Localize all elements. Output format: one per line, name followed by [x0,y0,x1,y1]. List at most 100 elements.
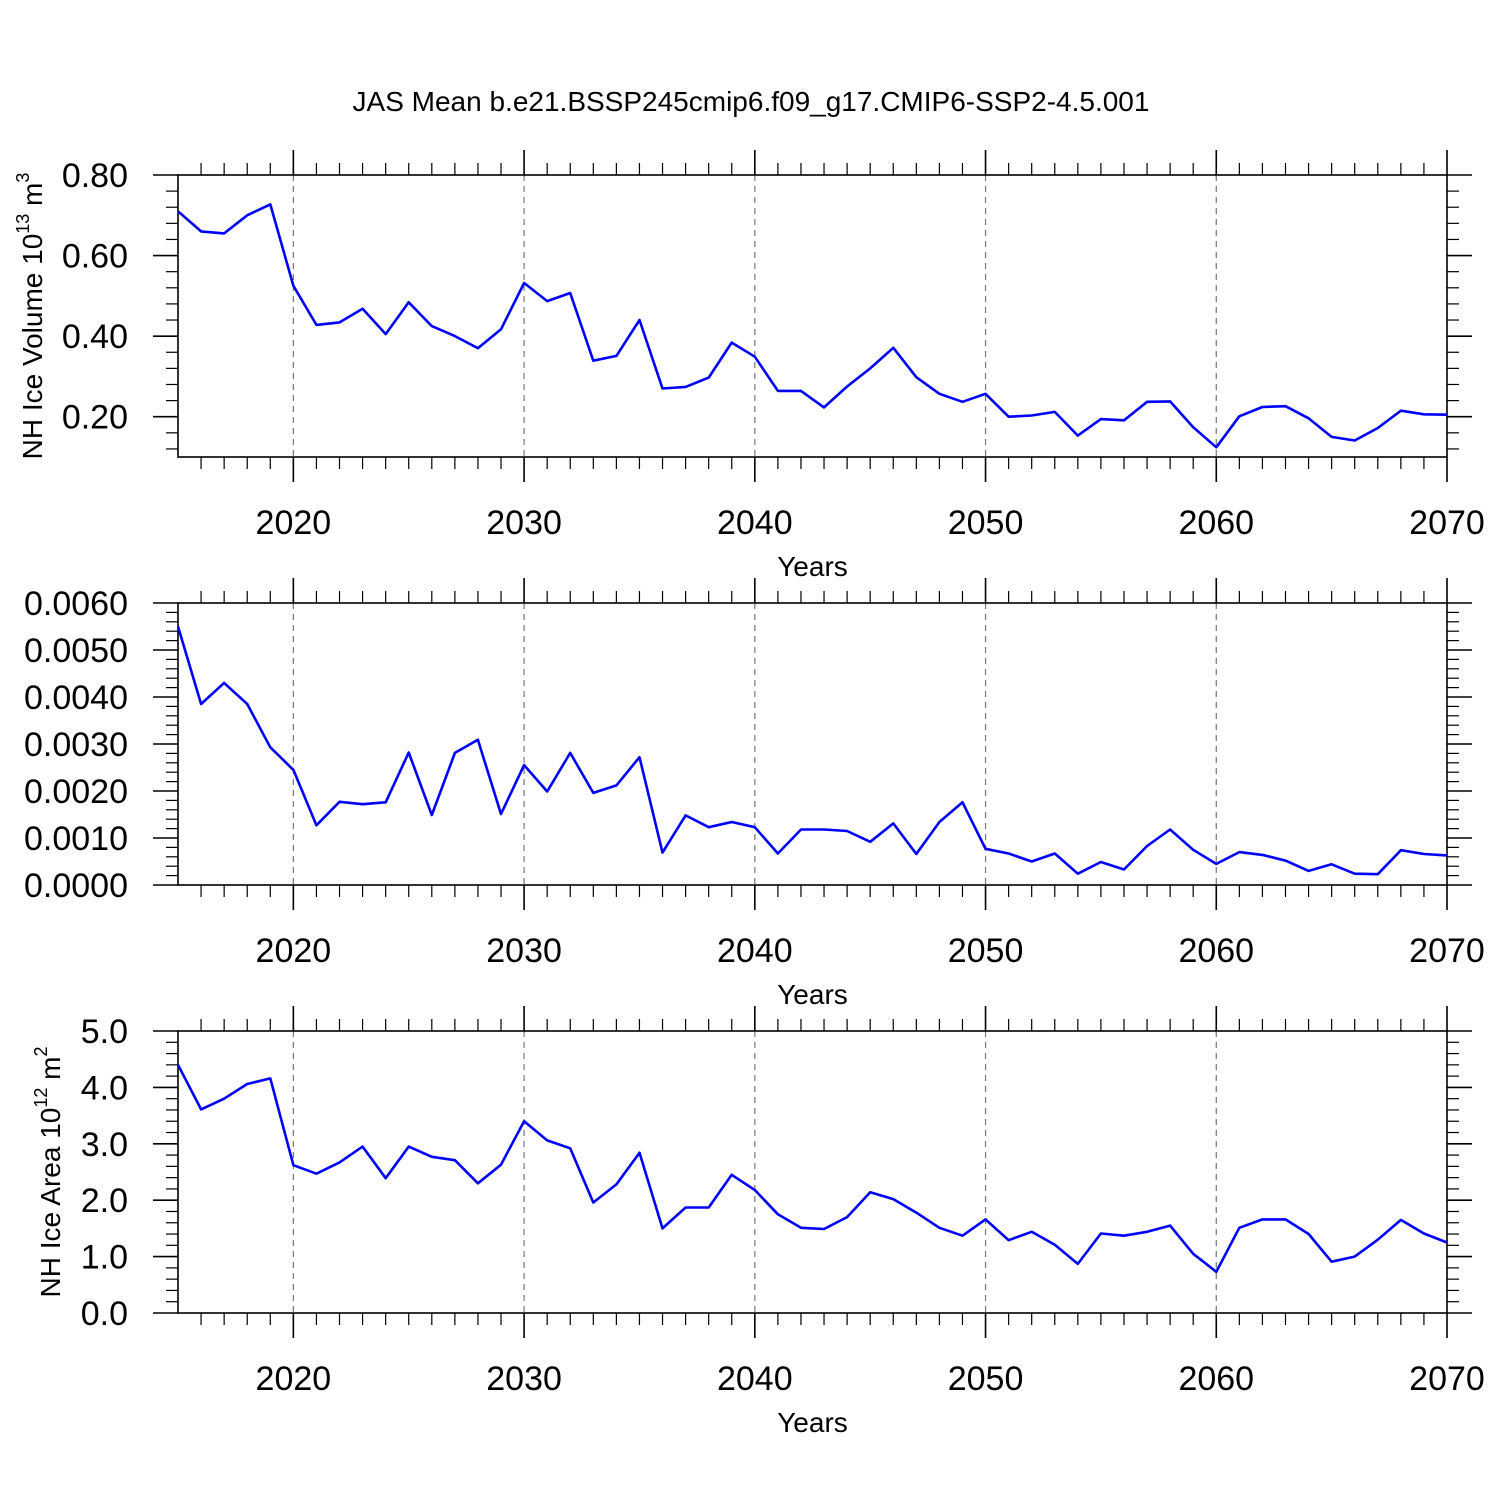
p1-y-tick-label-3: 0.80 [62,157,128,195]
p2-data-point-2039 [730,820,734,824]
p2-data-point-2054 [1076,872,1080,876]
p1-data-point-2026 [430,324,434,328]
p1-data-point-2064 [1307,416,1311,420]
p3-x-tick-label-2030: 2030 [486,1360,562,1398]
p3-data-point-2058 [1168,1224,1172,1228]
p3-data-point-2023 [361,1145,365,1149]
p3-data-point-2057 [1145,1230,1149,1234]
p1-data-point-2067 [1376,426,1380,430]
p2-data-point-2061 [1237,850,1241,854]
p3-series-line [176,1064,1448,1274]
p3-data-point-2025 [407,1145,411,1149]
p1-y-tick-label-0: 0.20 [62,399,128,437]
p2-data-point-2030 [522,763,526,767]
p3-plot-frame [177,1030,1448,1314]
p2-data-point-2056 [1122,867,1126,871]
p2-data-point-2053 [1053,852,1057,856]
p1-x-tick-label-2070: 2070 [1409,504,1485,542]
p3-data-point-2055 [1099,1231,1103,1235]
p2-data-point-2038 [707,825,711,829]
p1-data-point-2025 [407,300,411,304]
p2-data-point-2042 [799,828,803,832]
p1-x-tick-label-2050: 2050 [948,504,1024,542]
p2-data-point-2023 [361,802,365,806]
p1-x-axis-title: Years [777,551,848,582]
p3-data-point-2047 [914,1211,918,1215]
p3-data-point-2069 [1422,1231,1426,1235]
p1-data-point-2015 [176,209,180,213]
p1-y-tick-label-2: 0.60 [62,238,128,276]
p1-data-point-2052 [1030,414,1034,418]
p2-data-point-2027 [453,751,457,755]
p1-data-point-2070 [1445,413,1449,417]
p2-x-tick-label-2020: 2020 [256,932,332,970]
p3-y-tick-label-0: 0.0 [81,1295,128,1333]
p3-data-point-2021 [314,1172,318,1176]
p2-data-point-2028 [476,738,480,742]
p2-data-point-2040 [753,825,757,829]
p3-data-point-2042 [799,1226,803,1230]
p1-data-point-2043 [822,405,826,409]
p3-y-tick-label-4: 4.0 [81,1069,128,1107]
p2-series-line [176,626,1448,876]
p3-data-point-2044 [845,1215,849,1219]
p2-data-point-2035 [637,755,641,759]
p1-plot-frame [177,174,1448,458]
p2-x-tick-label-2050: 2050 [948,932,1024,970]
p1-data-point-2068 [1399,409,1403,413]
p2-data-point-2055 [1099,860,1103,864]
p3-data-point-2030 [522,1119,526,1123]
p2-data-point-2019 [268,745,272,749]
p1-data-point-2035 [637,318,641,322]
p1-data-point-2045 [868,366,872,370]
p2-data-point-2016 [199,702,203,706]
p3-data-point-2065 [1330,1260,1334,1264]
p2-data-point-2029 [499,812,503,816]
p2-x-tick-label-2030: 2030 [486,932,562,970]
p1-data-point-2031 [545,299,549,303]
p1-x-tick-label-2030: 2030 [486,504,562,542]
p2-data-point-2025 [407,750,411,754]
p3-data-point-2036 [661,1226,665,1230]
p1-data-point-2060 [1214,445,1218,449]
p3-data-point-2027 [453,1158,457,1162]
p3-y-tick-label-1: 1.0 [81,1239,128,1277]
p2-x-axis-title: Years [777,979,848,1010]
p2-data-point-2032 [568,751,572,755]
p1-data-point-2056 [1122,418,1126,422]
p1-data-point-2049 [960,400,964,404]
p3-data-point-2039 [730,1173,734,1177]
p3-data-point-2040 [753,1188,757,1192]
p2-data-point-2017 [222,681,226,685]
p1-data-point-2020 [291,284,295,288]
p2-data-point-2036 [661,851,665,855]
p2-data-point-2044 [845,829,849,833]
p1-y-axis-title: NH Ice Volume 1013 m3 [13,173,48,460]
p1-data-point-2030 [522,281,526,285]
p3-data-point-2064 [1307,1232,1311,1236]
p2-data-point-2041 [776,852,780,856]
p3-data-point-2041 [776,1212,780,1216]
panel-ice-volume: 2020 2030 2040 2050 2060 2070 0.20 0.40 0.60 0.80… [13,150,1485,582]
p3-data-point-2050 [984,1217,988,1221]
p3-data-point-2037 [684,1206,688,1210]
p3-data-point-2067 [1376,1238,1380,1242]
p3-data-point-2038 [707,1206,711,1210]
p2-data-point-2050 [984,847,988,851]
p2-data-point-2063 [1283,859,1287,863]
p2-data-point-2046 [891,821,895,825]
p3-data-point-2028 [476,1181,480,1185]
p1-data-point-2039 [730,341,734,345]
p2-data-point-2065 [1330,862,1334,866]
p1-data-point-2034 [614,354,618,358]
p3-data-point-2056 [1122,1234,1126,1238]
p3-data-point-2059 [1191,1252,1195,1256]
p1-data-point-2017 [222,231,226,235]
panel-ice-area: 2020 2030 2040 2050 2060 2070 0.0 1.0 2.0 3.0 4.0 5… [31,1006,1485,1438]
p1-data-point-2029 [499,327,503,331]
p3-data-point-2048 [937,1226,941,1230]
p3-data-point-2015 [176,1063,180,1067]
p3-y-tick-label-3: 3.0 [81,1126,128,1164]
p1-data-point-2028 [476,346,480,350]
p1-data-point-2018 [245,213,249,217]
